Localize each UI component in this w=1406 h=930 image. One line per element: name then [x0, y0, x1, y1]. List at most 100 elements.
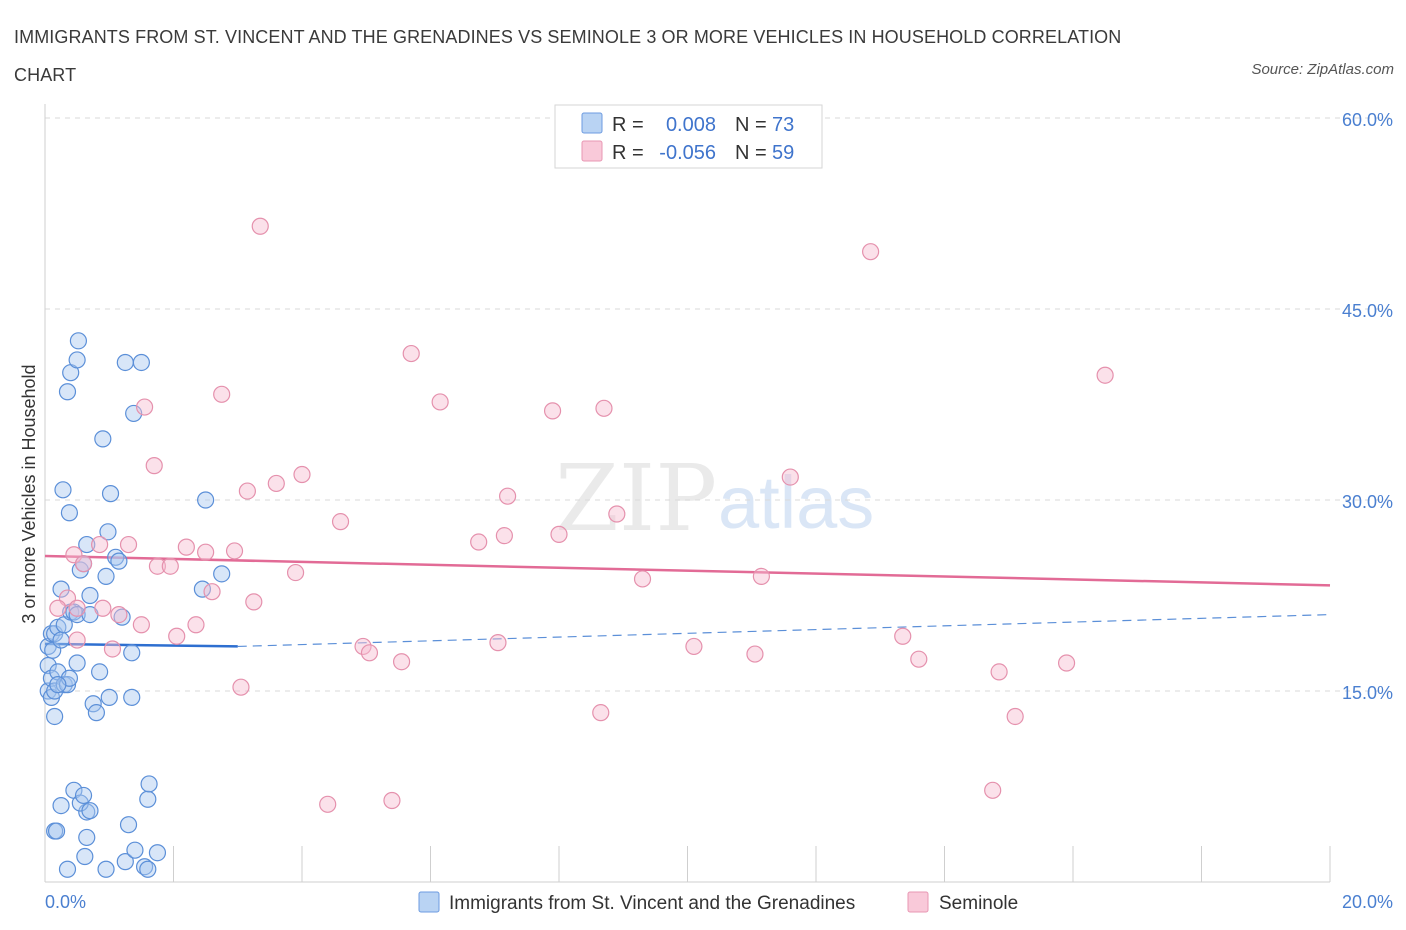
blue-point-39	[99, 523, 117, 541]
legend-r-value-blue: 0.008	[666, 114, 716, 136]
series-pink-points	[49, 217, 1114, 813]
pink-point-2	[402, 344, 420, 363]
chart-title: IMMIGRANTS FROM ST. VINCENT AND THE GREN…	[14, 27, 1122, 85]
legend-r-label-blue: R =	[612, 114, 644, 136]
blue-point-18	[58, 676, 77, 694]
pink-point-38	[187, 616, 205, 634]
blue-point-46	[119, 816, 138, 834]
series-blue-points	[39, 332, 231, 878]
pink-point-57	[319, 795, 337, 813]
pink-point-6	[431, 393, 449, 411]
pink-point-59	[984, 781, 1002, 799]
pink-point-42	[68, 631, 86, 649]
blue-point-54	[197, 491, 215, 509]
pink-point-4	[213, 385, 231, 403]
pink-point-9	[145, 457, 163, 475]
pink-point-48	[685, 637, 703, 656]
pink-point-0	[251, 217, 269, 235]
trend-lines	[44, 554, 1331, 648]
blue-point-31	[78, 535, 96, 554]
pink-point-37	[132, 616, 150, 634]
axes	[44, 104, 1331, 883]
blue-point-67	[126, 841, 144, 859]
bottom-legend-label-blue: Immigrants from St. Vincent and the Gren…	[449, 893, 855, 914]
blue-point-20	[60, 504, 79, 522]
blue-point-40	[100, 688, 118, 706]
pink-point-41	[168, 627, 186, 645]
pink-point-15	[608, 505, 626, 523]
pink-point-27	[286, 563, 305, 582]
pink-point-44	[354, 637, 372, 656]
pink-point-10	[293, 465, 311, 484]
pink-point-17	[495, 527, 513, 545]
pink-point-32	[245, 593, 263, 611]
pink-point-51	[910, 650, 928, 668]
blue-point-34	[84, 695, 102, 713]
pink-point-21	[197, 543, 215, 561]
blue-point-37	[94, 430, 112, 448]
blue-point-65	[97, 860, 115, 878]
pink-point-20	[177, 538, 195, 556]
blue-point-27	[69, 332, 88, 350]
blue-trend-solid	[44, 642, 238, 648]
blue-point-55	[193, 580, 212, 598]
blue-point-53	[148, 844, 167, 862]
pink-point-52	[990, 663, 1008, 681]
blue-point-35	[87, 704, 106, 722]
blue-point-12	[52, 580, 70, 598]
pink-point-28	[633, 570, 652, 588]
pink-point-58	[383, 791, 401, 810]
blue-point-72	[49, 676, 67, 694]
blue-point-58	[52, 796, 70, 815]
pink-point-19	[550, 525, 568, 543]
blue-point-25	[68, 605, 86, 624]
blue-point-26	[68, 654, 86, 672]
pink-point-53	[1057, 654, 1076, 672]
pink-point-34	[49, 599, 67, 617]
legend-r-label-pink: R =	[612, 142, 644, 164]
blue-point-66	[116, 853, 134, 871]
y-axis-label: 3 or more Vehicles in Household	[19, 364, 39, 623]
pink-point-18	[470, 533, 488, 551]
x-tick-label-max: 20.0%	[1342, 892, 1393, 912]
pink-point-45	[360, 644, 379, 662]
legend-n-value-blue: 73	[772, 114, 794, 136]
pink-point-24	[74, 555, 93, 573]
blue-point-24	[68, 351, 86, 369]
pink-point-14	[781, 468, 799, 486]
blue-point-17	[58, 383, 77, 401]
y-tick-label-45: 45.0%	[1342, 301, 1393, 321]
y-tick-labels: 15.0% 30.0% 45.0% 60.0%	[1342, 110, 1393, 703]
pink-point-8	[595, 399, 613, 417]
blue-point-13	[52, 631, 70, 649]
blue-point-38	[97, 567, 115, 586]
blue-point-62	[78, 828, 96, 847]
pink-point-55	[592, 704, 610, 722]
pink-point-29	[752, 567, 770, 586]
y-tick-label-60: 60.0%	[1342, 110, 1393, 130]
pink-point-26	[161, 557, 179, 575]
correlation-legend: R = 0.008 N = 73 R = -0.056 N = 59	[554, 104, 823, 169]
blue-point-44	[113, 608, 131, 626]
pink-point-40	[68, 599, 86, 617]
blue-point-52	[140, 775, 158, 793]
pink-point-49	[746, 645, 764, 663]
pink-point-54	[232, 678, 250, 696]
blue-point-56	[213, 565, 231, 583]
blue-point-69	[139, 860, 157, 878]
pink-point-56	[1006, 707, 1024, 726]
pink-point-31	[203, 583, 221, 601]
legend-swatch-pink	[581, 140, 603, 162]
blue-point-48	[123, 688, 141, 706]
pink-point-43	[103, 640, 122, 658]
pink-trend-line	[44, 554, 1331, 587]
legend-r-value-pink: -0.056	[659, 142, 716, 164]
bottom-legend-swatch-pink	[907, 891, 929, 913]
x-tick-label-min: 0.0%	[45, 892, 86, 912]
pink-point-50	[894, 627, 912, 645]
blue-point-50	[132, 353, 150, 372]
legend-n-value-pink: 59	[772, 142, 794, 164]
blue-point-49	[125, 404, 143, 423]
blue-point-41	[101, 485, 120, 503]
